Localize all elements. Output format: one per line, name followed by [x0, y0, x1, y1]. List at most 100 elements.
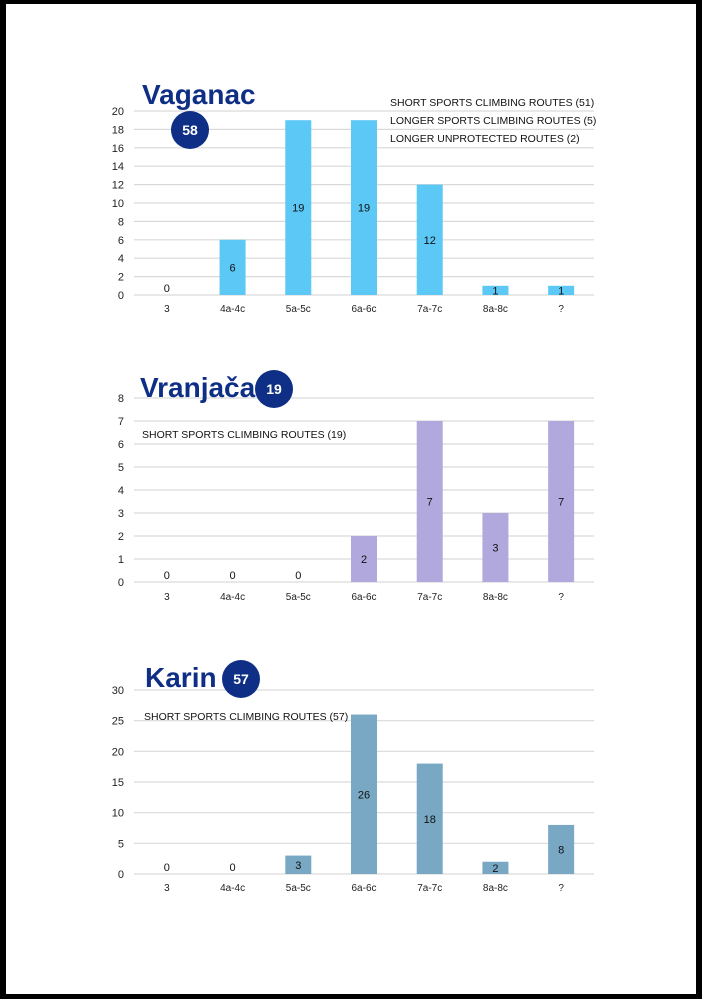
y-tick-label: 0 [118, 577, 124, 589]
y-tick-label: 3 [118, 508, 124, 520]
y-tick-label: 8 [118, 393, 124, 405]
y-tick-label: 10 [112, 808, 124, 820]
y-tick-label: 4 [118, 485, 124, 497]
x-tick-label: 5a-5c [286, 304, 311, 315]
data-label: 6 [230, 262, 236, 274]
x-tick-label: 7a-7c [417, 304, 442, 315]
legend-entry: LONGER SPORTS CLIMBING ROUTES (5) [390, 115, 596, 127]
bar-4a-4c [219, 239, 246, 295]
x-tick-label: 7a-7c [417, 883, 442, 894]
x-tick-label: 4a-4c [220, 304, 245, 315]
y-tick-label: 8 [118, 216, 124, 228]
bar-7a-7c [416, 184, 443, 295]
data-label: 2 [361, 554, 367, 566]
y-tick-label: 20 [112, 106, 124, 118]
data-label: 19 [358, 203, 370, 215]
y-tick-label: 4 [118, 253, 124, 265]
data-label: 1 [558, 285, 564, 297]
data-label: 7 [558, 497, 564, 509]
total-badge [255, 370, 293, 408]
x-tick-label: 8a-8c [483, 304, 508, 315]
bar-6a-6c [351, 714, 377, 874]
y-tick-label: 1 [118, 554, 124, 566]
x-tick-label: 8a-8c [483, 592, 508, 603]
total-badge-value: 58 [182, 122, 198, 138]
chart-title: Vaganac [142, 79, 256, 110]
bar-? [548, 824, 575, 874]
x-tick-label: 6a-6c [351, 883, 376, 894]
bar-5a-5c [285, 855, 312, 874]
bar-? [548, 421, 575, 582]
chart-title: Karin [145, 662, 217, 693]
data-label: 8 [558, 844, 564, 856]
document-page: 0 2 4 6 8 10 12 14 16 18 20 0 3 6 4a-4c 19 5a-5c 19 6a-6c 1… [6, 4, 696, 994]
total-badge [171, 111, 209, 149]
y-tick-label: 20 [112, 746, 124, 758]
y-tick-label: 5 [118, 462, 124, 474]
data-label: 0 [230, 570, 236, 582]
bar-6a-6c [351, 120, 377, 295]
chart-title: Vranjača [140, 372, 256, 403]
x-tick-label: ? [558, 592, 564, 603]
y-tick-label: 30 [112, 685, 124, 697]
x-tick-label: 6a-6c [351, 304, 376, 315]
data-label: 0 [164, 570, 170, 582]
total-badge-value: 19 [266, 381, 282, 397]
x-tick-label: 4a-4c [220, 883, 245, 894]
y-tick-label: 25 [112, 716, 124, 728]
chart-2: 0 1 2 3 4 5 6 7 8 0 3 0 4a-4c 0 5a-5c 2 6a-6c 7 7a-7c 3 8a-8… [118, 370, 594, 603]
data-label: 7 [427, 497, 433, 509]
x-tick-label: 6a-6c [351, 592, 376, 603]
data-label: 3 [295, 860, 301, 872]
data-label: 0 [164, 862, 170, 874]
y-tick-label: 15 [112, 777, 124, 789]
charts-canvas: 024681012141618200364a-4c195a-5c196a-6c1… [112, 79, 597, 894]
data-label: 18 [424, 814, 436, 826]
x-tick-label: 3 [164, 304, 170, 315]
bar-8a-8c [482, 861, 509, 874]
data-label: 2 [492, 863, 498, 875]
x-tick-label: 3 [164, 883, 170, 894]
bar-8a-8c [482, 285, 509, 295]
data-label: 19 [292, 203, 304, 215]
data-label: 1 [492, 285, 498, 297]
y-tick-label: 12 [112, 180, 124, 192]
bar-7a-7c [416, 763, 443, 874]
y-tick-label: 10 [112, 198, 124, 210]
x-tick-label: 8a-8c [483, 883, 508, 894]
y-tick-label: 5 [118, 838, 124, 850]
data-label: 3 [492, 543, 498, 555]
y-tick-label: 6 [118, 235, 124, 247]
y-tick-label: 0 [118, 290, 124, 302]
legend-entry: SHORT SPORTS CLIMBING ROUTES (51) [390, 97, 594, 109]
bar-? [548, 285, 575, 295]
y-tick-label: 0 [118, 869, 124, 881]
x-tick-label: 5a-5c [286, 592, 311, 603]
data-label: 0 [230, 862, 236, 874]
x-tick-label: ? [558, 883, 564, 894]
legend-entry: LONGER UNPROTECTED ROUTES (2) [390, 133, 580, 145]
data-label: 26 [358, 789, 370, 801]
legend-entry: SHORT SPORTS CLIMBING ROUTES (19) [142, 429, 346, 441]
y-tick-label: 16 [112, 143, 124, 155]
x-tick-label: 7a-7c [417, 592, 442, 603]
total-badge [222, 660, 260, 698]
y-tick-label: 2 [118, 272, 124, 284]
x-tick-label: 5a-5c [286, 883, 311, 894]
x-tick-label: 4a-4c [220, 592, 245, 603]
chart-1: 0 2 4 6 8 10 12 14 16 18 20 0 3 6 4a-4c 19 5a-5c 19 6a-6c 1… [112, 79, 597, 315]
y-tick-label: 7 [118, 416, 124, 428]
data-label: 0 [164, 283, 170, 295]
bar-7a-7c [416, 421, 443, 582]
y-tick-label: 14 [112, 161, 124, 173]
x-tick-label: 3 [164, 592, 170, 603]
y-tick-label: 6 [118, 439, 124, 451]
data-label: 12 [424, 235, 436, 247]
x-tick-label: ? [558, 304, 564, 315]
bar-5a-5c [285, 120, 312, 295]
bar-8a-8c [482, 513, 509, 582]
bar-6a-6c [351, 536, 377, 582]
data-label: 0 [295, 570, 301, 582]
total-badge-value: 57 [233, 671, 249, 687]
y-tick-label: 2 [118, 531, 124, 543]
